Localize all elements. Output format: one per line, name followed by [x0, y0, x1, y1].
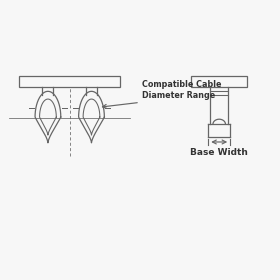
Bar [19, 76, 120, 87]
Text: Compatible Cable
Diameter Range: Compatible Cable Diameter Range [142, 80, 221, 101]
Bar [192, 76, 247, 87]
Text: Base Width: Base Width [190, 148, 248, 157]
